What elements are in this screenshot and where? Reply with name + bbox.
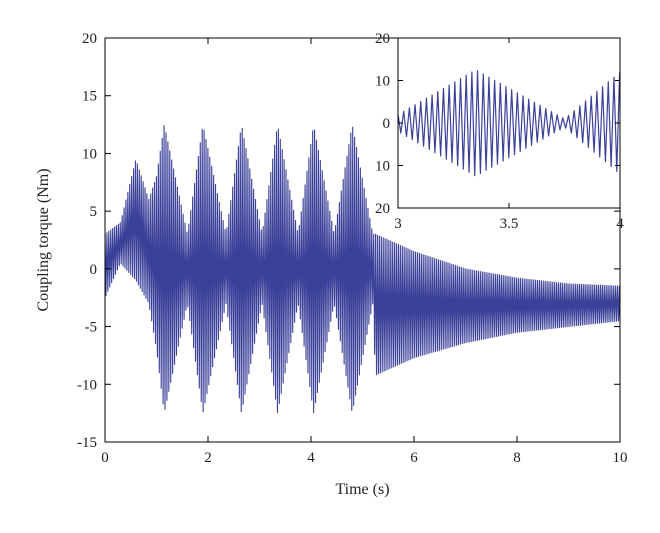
inset-background: [398, 38, 620, 208]
main-x-tick-label: 8: [513, 450, 521, 466]
inset-series-line-0: [397, 70, 621, 177]
main-y-tick-label: 15: [82, 89, 97, 105]
inset-x-tick-label: 4: [616, 216, 624, 232]
main-y-tick-label: 0: [90, 262, 98, 278]
main-y-axis-title: Coupling torque (Nm): [35, 168, 52, 311]
main-x-tick-label: 4: [307, 450, 315, 466]
main-plot-frame: [104, 37, 621, 443]
inset-y-tick-label: 20: [375, 31, 390, 47]
main-y-tick-label: -15: [77, 435, 97, 451]
inset-x-tick-label: 3: [394, 216, 402, 232]
inset-y-tick-label: 10: [375, 159, 390, 175]
main-x-axis-title: Time (s): [335, 481, 389, 498]
main-x-tick-label: 6: [410, 450, 418, 466]
main-y-tick-label: 10: [82, 146, 97, 162]
inset-y-tick-label: 0: [383, 116, 391, 132]
main-series-line-0: [104, 125, 621, 414]
main-y-tick-label: 20: [82, 31, 97, 47]
main-x-tick-label: 2: [204, 450, 212, 466]
inset-plot: 3 3.5 4 20 10 0 10 20: [375, 31, 624, 232]
inset-x-tick-label: 3.5: [500, 216, 519, 232]
main-x-tick-label: 10: [613, 450, 628, 466]
inset-y-tick-label: 10: [375, 74, 390, 90]
main-y-tick-label: 5: [90, 204, 98, 220]
main-y-tick-label: -10: [77, 377, 97, 393]
main-x-tick-label: 0: [101, 450, 109, 466]
main-plot: 0 2 4 6 8 10 -15 -10 -5 0 5 10 15 20 Time (s) Coupling …: [35, 31, 628, 498]
main-y-tick-label: -5: [85, 320, 98, 336]
inset-y-tick-label: 20: [375, 201, 390, 217]
